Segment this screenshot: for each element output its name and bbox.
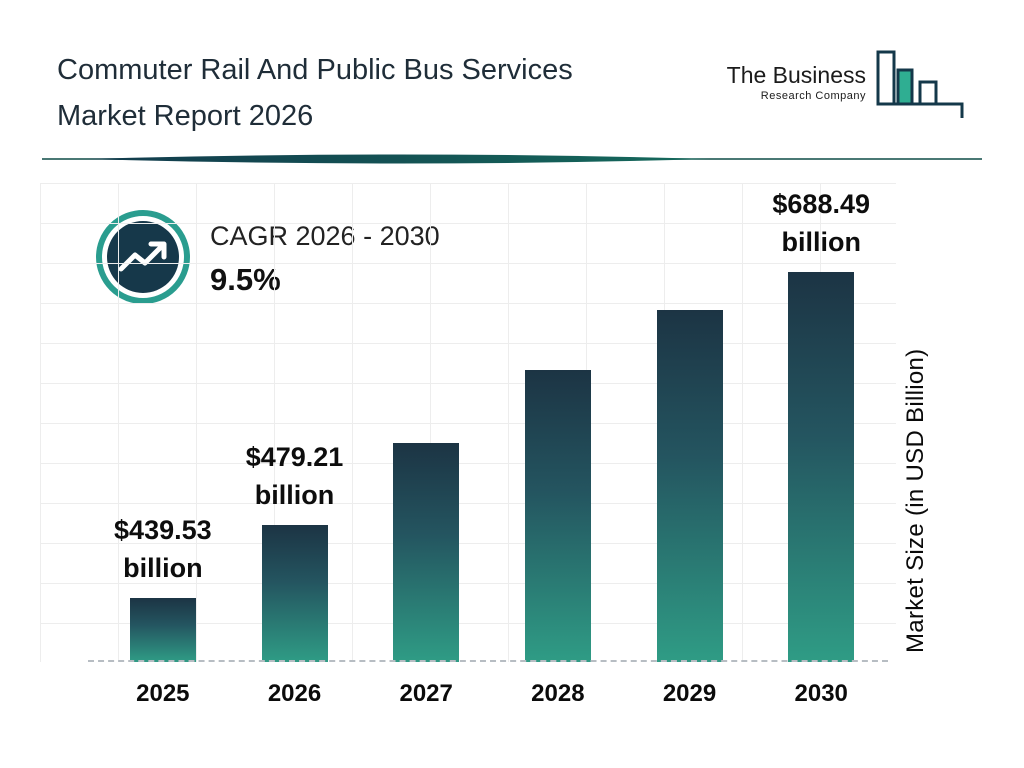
bar-value-label-2025: $439.53 billion xyxy=(114,515,212,584)
bar-2030 xyxy=(788,272,855,662)
logo-name: The Business xyxy=(726,62,866,88)
logo-subtitle: Research Company xyxy=(760,90,866,102)
bar-2025 xyxy=(129,598,196,662)
bar-column-2030: $688.49 billion xyxy=(755,186,887,662)
bar-2027 xyxy=(393,443,460,662)
page-title-line1: Commuter Rail And Public Bus Services xyxy=(57,54,573,86)
x-tick-2025: 2025 xyxy=(136,680,190,707)
x-tick-2026: 2026 xyxy=(267,680,322,707)
bar-2029 xyxy=(656,310,723,662)
bar-value-label-2030: $688.49 billion xyxy=(772,189,870,258)
x-axis-labels: 2025 2026 2027 2028 2029 2030 xyxy=(97,680,887,708)
bar-2026 xyxy=(261,525,328,662)
bar-chart: $439.53 billion $479.21 billion $688.49 billi… xyxy=(97,180,887,662)
bar-2028 xyxy=(524,370,591,662)
bar-column-2029 xyxy=(624,310,756,662)
x-axis-baseline xyxy=(88,660,888,662)
divider-ornament xyxy=(42,154,982,164)
chart-gridlines xyxy=(40,183,896,662)
bar-column-2026: $479.21 billion xyxy=(229,439,361,662)
company-logo: The Business Research Company xyxy=(727,48,966,120)
bar-value-label-2026: $479.21 billion xyxy=(245,442,344,511)
x-tick-2027: 2027 xyxy=(399,680,453,707)
x-tick-2028: 2028 xyxy=(531,680,585,707)
x-tick-2029: 2029 xyxy=(662,680,717,707)
page-title: Commuter Rail And Public Bus Services Ma… xyxy=(57,48,573,140)
y-axis-label: Market Size (in USD Billion) xyxy=(902,348,929,653)
logo-text: The Business Research Company xyxy=(727,62,866,102)
bar-chart-logo-icon xyxy=(876,50,964,118)
x-tick-2030: 2030 xyxy=(794,680,848,707)
bar-column-2025: $439.53 billion xyxy=(97,512,229,662)
page-title-line2: Market Report 2026 xyxy=(57,99,314,132)
bar-column-2027 xyxy=(360,443,492,662)
bar-column-2028 xyxy=(492,370,624,662)
